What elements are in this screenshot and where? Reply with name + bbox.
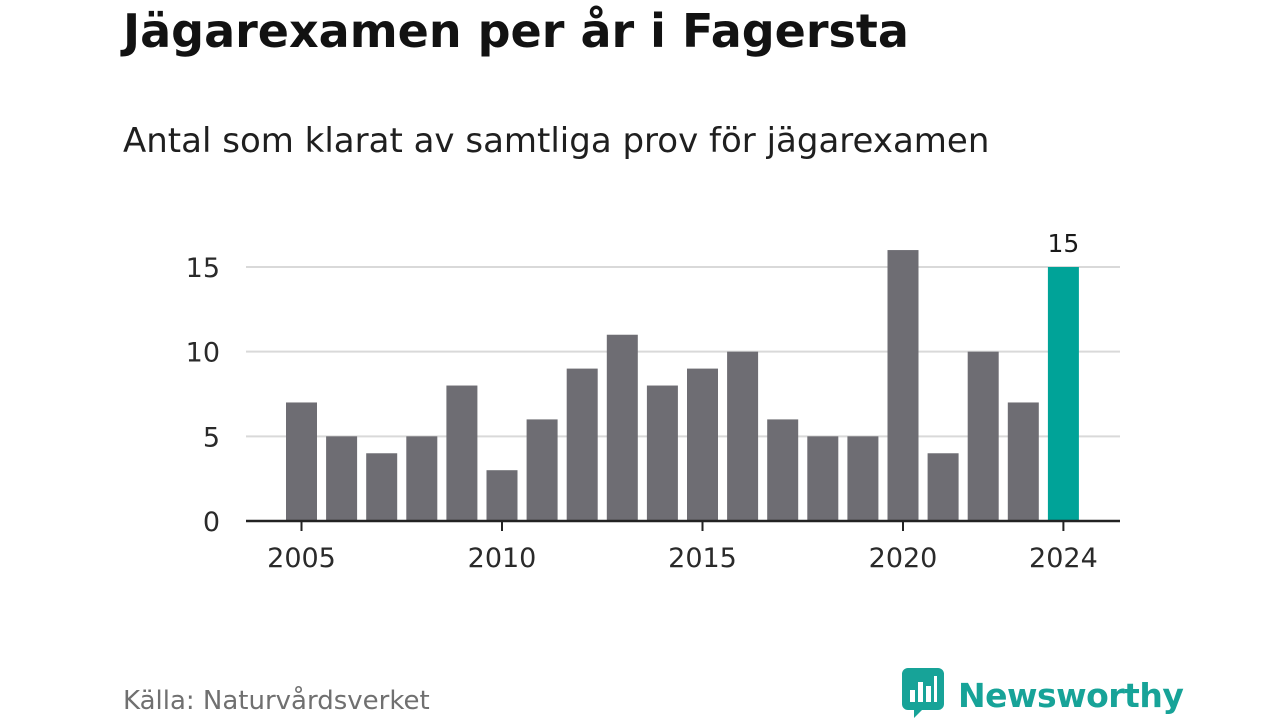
bar-2010 [486,470,518,521]
bar-2012 [566,368,598,521]
y-tick-label: 15 [186,253,220,284]
y-tick-label: 10 [186,338,220,369]
bar-2005 [286,402,317,521]
bar-2014 [646,385,678,521]
bar-2008 [406,436,438,521]
x-tick-label: 2010 [468,543,537,574]
source-note: Källa: Naturvårdsverket [123,686,430,716]
brand-logo[interactable]: Newsworthy [902,668,1184,722]
x-tick-label: 2005 [267,543,336,574]
bar-2009 [446,385,478,521]
x-tick-label: 2024 [1029,543,1098,574]
bar-2011 [526,419,558,521]
chart-title: Jägarexamen per år i Fagersta [123,4,909,58]
bar-2022 [967,351,999,521]
bar-2020 [887,250,919,522]
bar-2016 [727,351,759,521]
bar-2006 [326,436,358,521]
bar-2021 [927,453,959,521]
bar-2015 [687,368,718,521]
y-tick-label: 0 [203,507,220,538]
newsworthy-logo-icon [902,668,944,722]
bar-2017 [767,419,799,521]
bar-2013 [606,334,638,521]
bar-2023 [1007,402,1039,521]
data-label: 15 [1047,229,1079,258]
bar-2007 [366,453,398,521]
bar-2024 [1047,267,1079,521]
bar-2018 [807,436,839,521]
y-tick-label: 5 [203,422,220,453]
bar-2019 [847,436,879,521]
x-tick-label: 2015 [668,543,737,574]
chart-subtitle: Antal som klarat av samtliga prov för jä… [123,121,990,161]
brand-name: Newsworthy [958,675,1184,715]
x-tick-label: 2020 [869,543,938,574]
